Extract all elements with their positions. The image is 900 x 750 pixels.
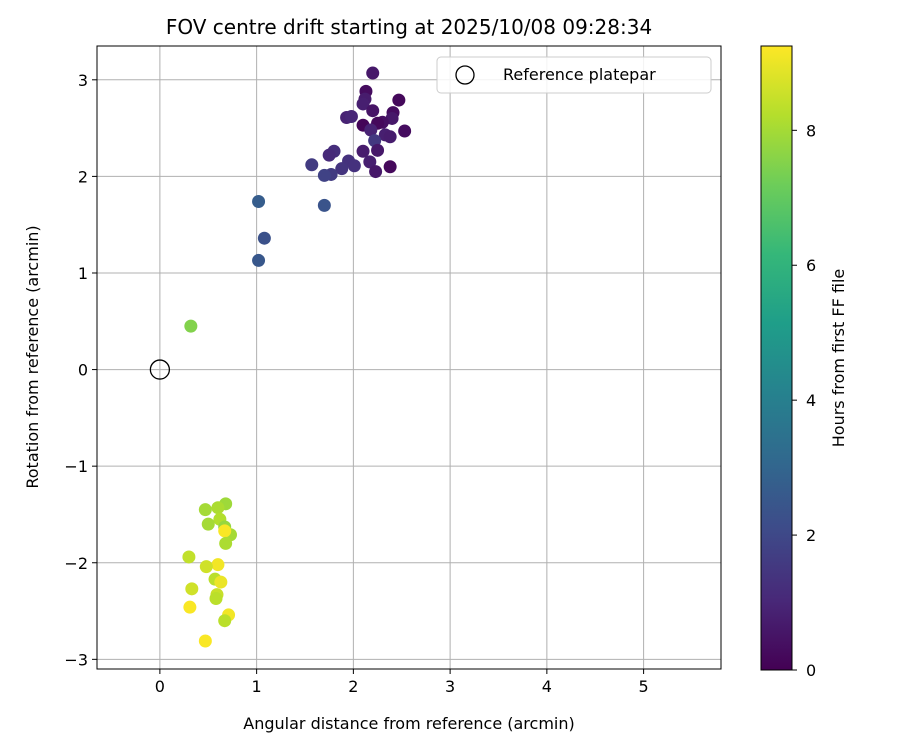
legend-box — [436, 56, 712, 94]
plot-frame — [96, 45, 722, 670]
data-point — [383, 160, 397, 174]
data-point — [257, 231, 271, 245]
colorbar-tick-label: 6 — [806, 256, 816, 275]
data-point — [201, 517, 215, 531]
data-point — [214, 575, 228, 589]
data-point — [347, 159, 361, 173]
colorbar-tick-label: 2 — [806, 526, 816, 545]
data-point — [392, 93, 406, 107]
data-point — [209, 591, 223, 605]
data-point — [199, 560, 213, 574]
data-point — [219, 536, 233, 550]
data-point — [383, 130, 397, 144]
legend-marker-reference — [455, 65, 475, 85]
x-tick-label: 3 — [445, 677, 455, 696]
y-axis-ticks: −3 −2 −1 0 1 2 3 — [64, 71, 97, 669]
data-point — [366, 104, 380, 118]
data-point — [317, 168, 331, 182]
y-tick-label: 0 — [78, 361, 88, 380]
data-point — [366, 66, 380, 80]
data-point — [198, 634, 212, 648]
reference-marker-layer — [149, 359, 171, 380]
data-point — [369, 165, 383, 179]
data-points — [182, 66, 412, 648]
x-tick-label: 0 — [155, 677, 165, 696]
data-point — [182, 550, 196, 564]
data-point — [211, 558, 225, 572]
data-point — [218, 524, 232, 538]
legend-label-reference: Reference platepar — [503, 65, 656, 84]
data-point — [218, 614, 232, 628]
data-point — [184, 319, 198, 333]
y-tick-label: 3 — [78, 71, 88, 90]
data-point — [356, 97, 370, 111]
data-point — [252, 253, 266, 267]
colorbar — [761, 46, 792, 670]
data-point — [364, 123, 378, 137]
y-tick-label: −1 — [64, 457, 88, 476]
colorbar-tick-label: 0 — [806, 661, 816, 680]
data-point — [335, 162, 349, 176]
chart-title: FOV centre drift starting at 2025/10/08 … — [166, 15, 652, 39]
data-point — [198, 503, 212, 517]
y-tick-label: −3 — [64, 650, 88, 669]
y-tick-label: −2 — [64, 554, 88, 573]
data-point — [183, 600, 197, 614]
y-tick-label: 1 — [78, 264, 88, 283]
data-point — [371, 143, 385, 157]
x-tick-label: 1 — [252, 677, 262, 696]
data-point — [356, 144, 370, 158]
y-axis-label: Rotation from reference (arcmin) — [23, 225, 42, 488]
data-point — [317, 198, 331, 212]
colorbar-frame — [760, 45, 793, 671]
x-axis-ticks: 0 1 2 3 4 5 — [155, 669, 649, 696]
data-point — [344, 110, 358, 124]
data-point — [363, 155, 377, 169]
data-point — [398, 124, 412, 138]
data-point — [211, 501, 225, 515]
data-point — [185, 582, 199, 596]
colorbar-tick-label: 4 — [806, 391, 816, 410]
reference-platepar-marker — [149, 359, 171, 380]
x-tick-label: 4 — [542, 677, 552, 696]
legend: Reference platepar — [436, 56, 712, 94]
data-point — [322, 148, 336, 162]
grid-lines — [97, 46, 721, 669]
x-tick-label: 5 — [639, 677, 649, 696]
colorbar-label: Hours from first FF file — [829, 269, 848, 448]
colorbar-tick-label: 8 — [806, 121, 816, 140]
x-tick-label: 2 — [348, 677, 358, 696]
x-axis-label: Angular distance from reference (arcmin) — [243, 714, 574, 733]
y-tick-label: 2 — [78, 167, 88, 186]
data-point — [305, 158, 319, 172]
colorbar-ticks: 0 2 4 6 8 — [792, 121, 816, 680]
data-point — [252, 195, 266, 209]
